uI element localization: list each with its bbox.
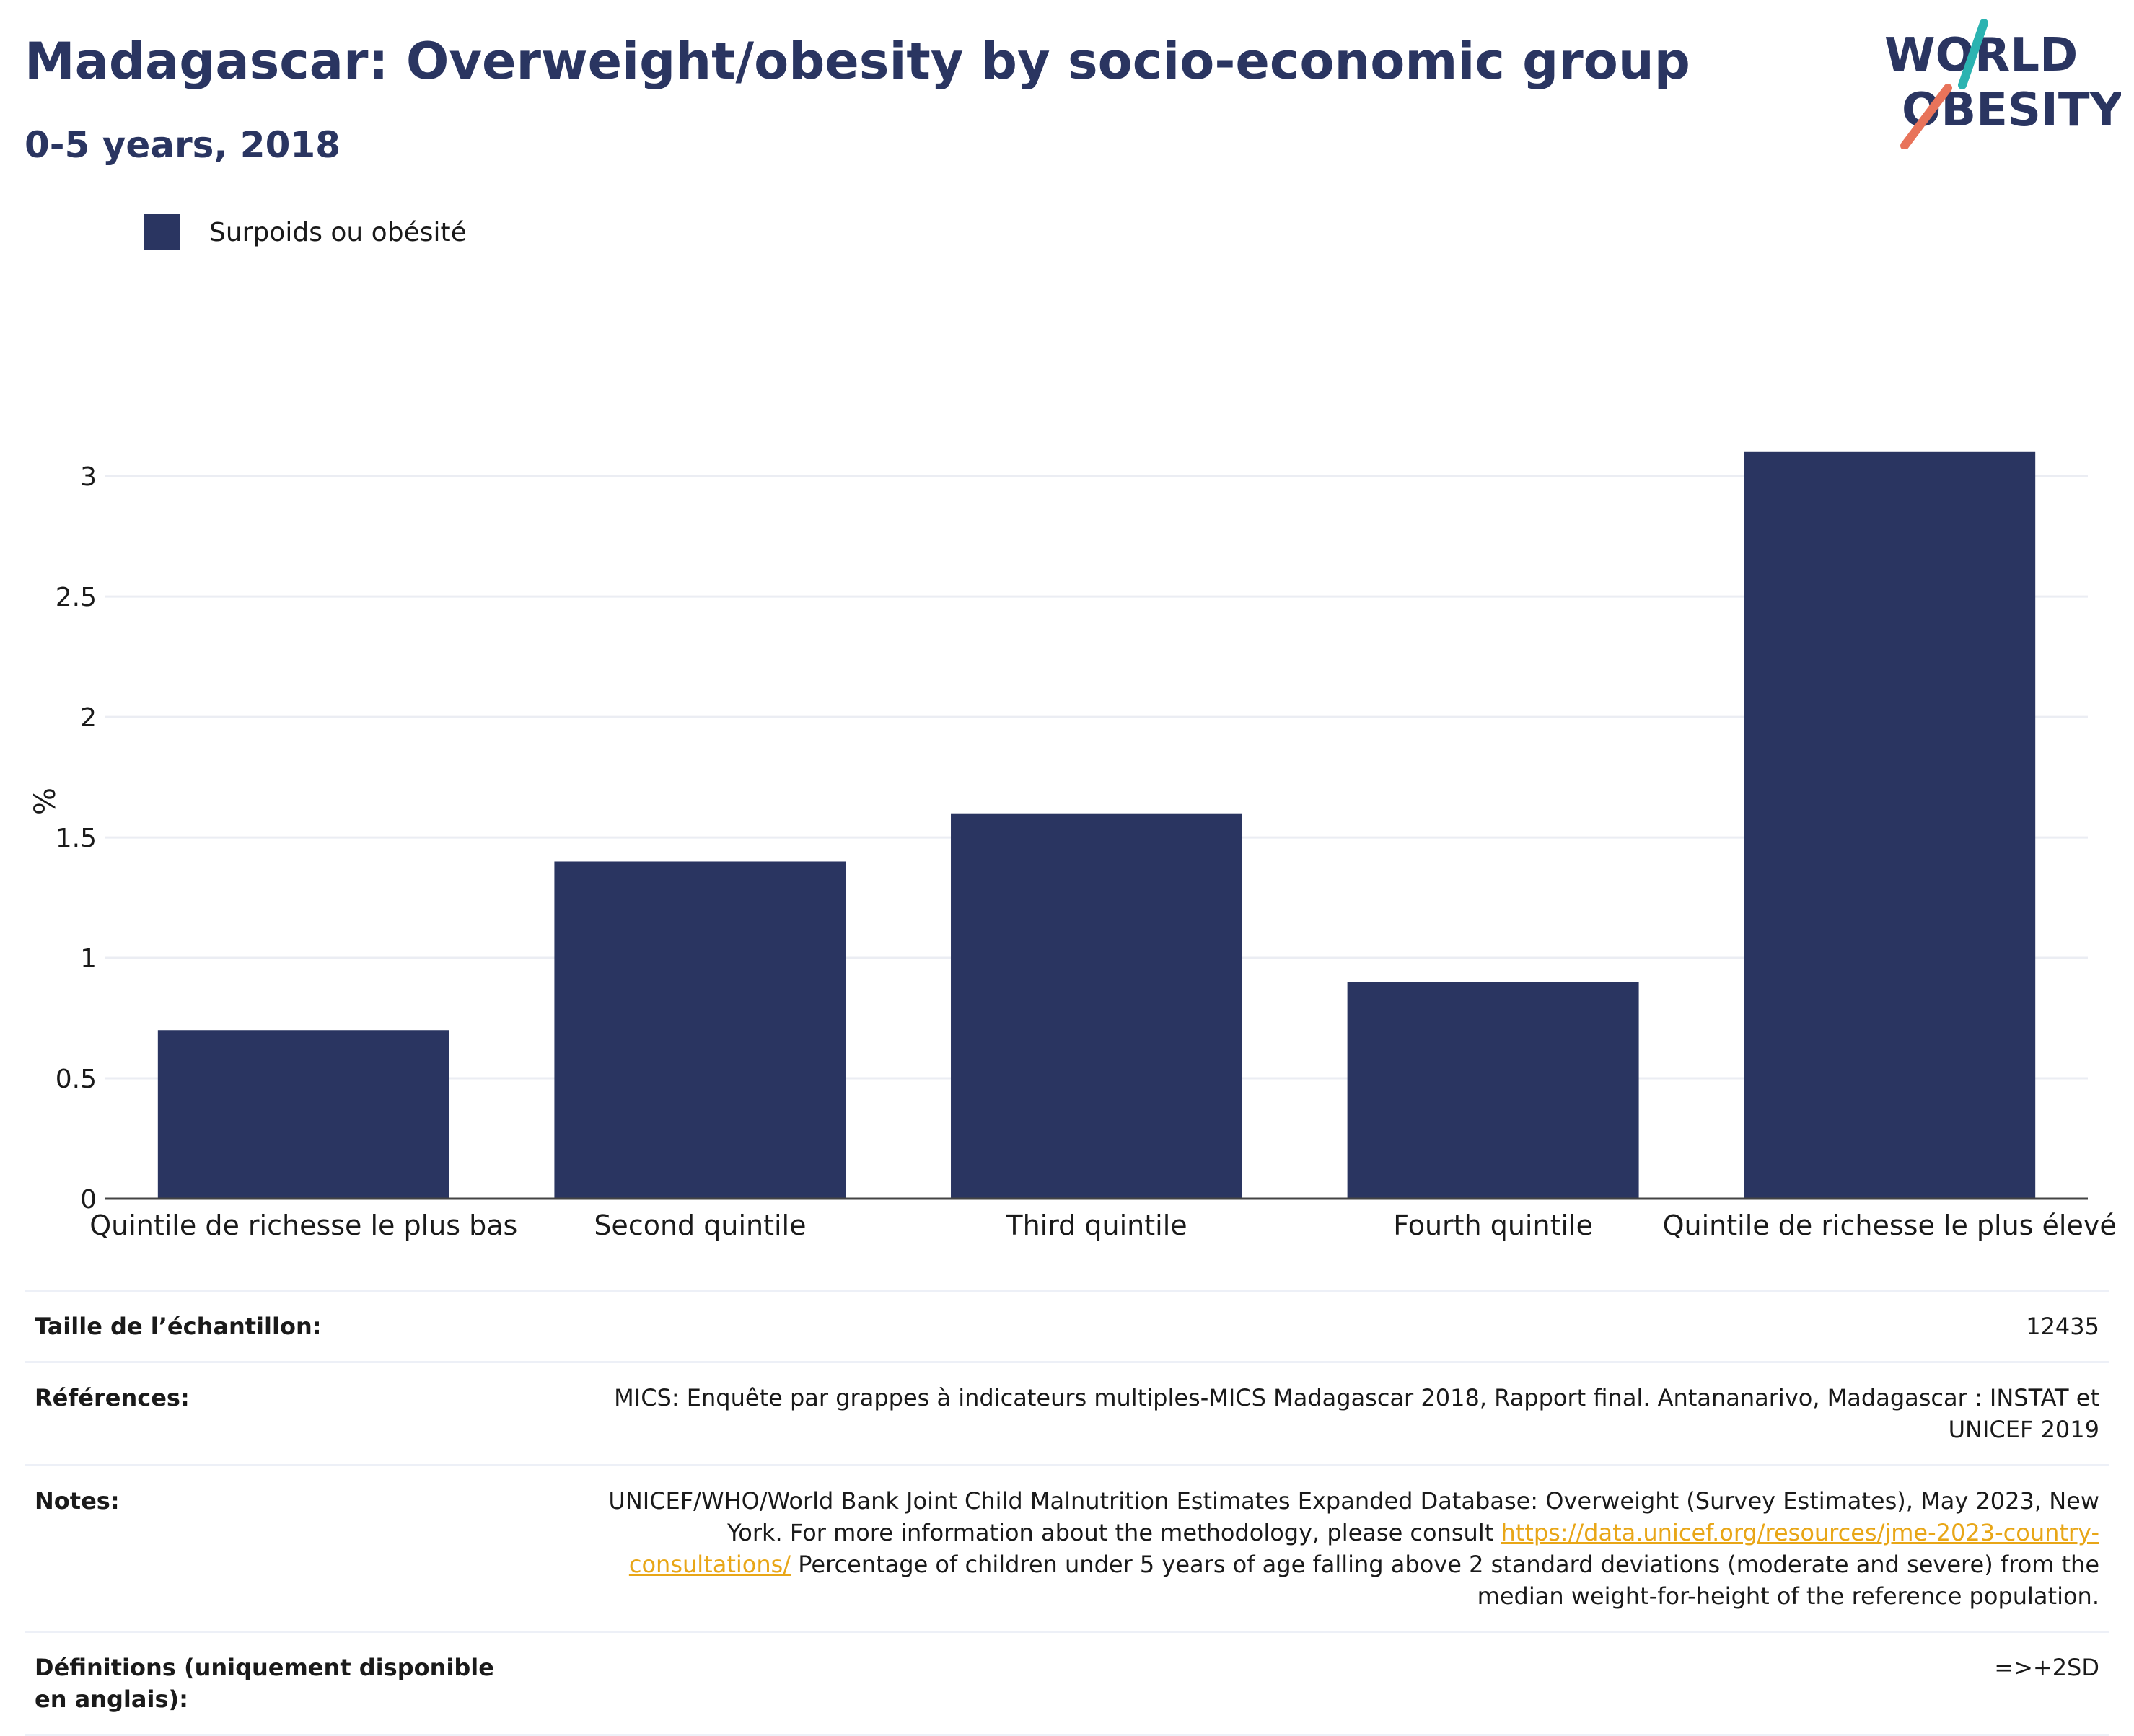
logo-text-obesity: OBESITY [1902,84,2121,137]
chart-legend[interactable]: Surpoids ou obésité [144,213,467,251]
y-axis-label: % [29,788,62,815]
x-tick-label: Second quintile [594,1210,806,1241]
bar[interactable] [1744,451,2036,1199]
world-obesity-logo: WORLD OBESITY [1884,19,2121,149]
sample-size-row: Taille de l’échantillon: 12435 [25,1290,2109,1361]
references-row: Références: MICS: Enquête par grappes à … [25,1361,2109,1464]
notes-text-2: Percentage of children under 5 years of … [791,1551,2099,1610]
x-tick-label: Fourth quintile [1393,1210,1593,1241]
y-tick-label: 2 [80,703,97,733]
y-tick-label: 1 [80,944,97,974]
logo-coral-slash [1900,84,1952,149]
sample-size-label: Taille de l’échantillon: [35,1313,322,1340]
notes-text-1: UNICEF/WHO/World Bank Joint Child Malnut… [608,1487,2099,1546]
bar[interactable] [951,813,1242,1199]
notes-label: Notes: [35,1487,120,1515]
bars [157,451,2036,1199]
axes: 0 0.5 1 1.5 2 2.5 3 Quintile de richesse le plu… [29,462,2117,1241]
legend-label: Surpoids ou obésité [209,217,467,247]
bar[interactable] [1347,982,1639,1199]
bar-chart: 0 0.5 1 1.5 2 2.5 3 Quintile de richesse le plu… [29,451,2117,1241]
x-tick-label: Quintile de richesse le plus élevé [1663,1210,2117,1241]
logo-teal-slash [1958,19,1988,89]
definitions-row: Définitions (uniquement disponible en an… [25,1631,2109,1736]
notes-row: Notes: UNICEF/WHO/World Bank Joint Child… [25,1464,2109,1631]
y-tick-label: 3 [80,462,97,492]
legend-swatch [144,214,180,250]
definitions-value: =>+2SD [1994,1654,2099,1681]
bar[interactable] [157,1030,449,1199]
page-subtitle: 0-5 years, 2018 [25,124,341,166]
x-tick-label: Quintile de richesse le plus bas [89,1210,517,1241]
references-label: Références: [35,1384,190,1411]
sample-size-value: 12435 [2026,1313,2099,1340]
y-tick-label: 2.5 [56,583,97,612]
y-tick-label: 0 [80,1185,97,1215]
notes-value: UNICEF/WHO/World Bank Joint Child Malnut… [570,1485,2099,1612]
methodology-link[interactable]: https://data.unicef.org/resources/jme-20… [628,1519,2099,1578]
y-tick-label: 0.5 [56,1065,97,1094]
bar[interactable] [554,861,846,1199]
metadata-table: Taille de l’échantillon: 12435 Référence… [25,1290,2109,1736]
definitions-label: Définitions (uniquement disponible en an… [35,1654,494,1713]
page-title: Madagascar: Overweight/obesity by socio-… [25,32,1690,91]
y-tick-label: 1.5 [56,824,97,853]
references-value: MICS: Enquête par grappes à indicateurs … [614,1384,2099,1443]
x-tick-label: Third quintile [1005,1210,1187,1241]
